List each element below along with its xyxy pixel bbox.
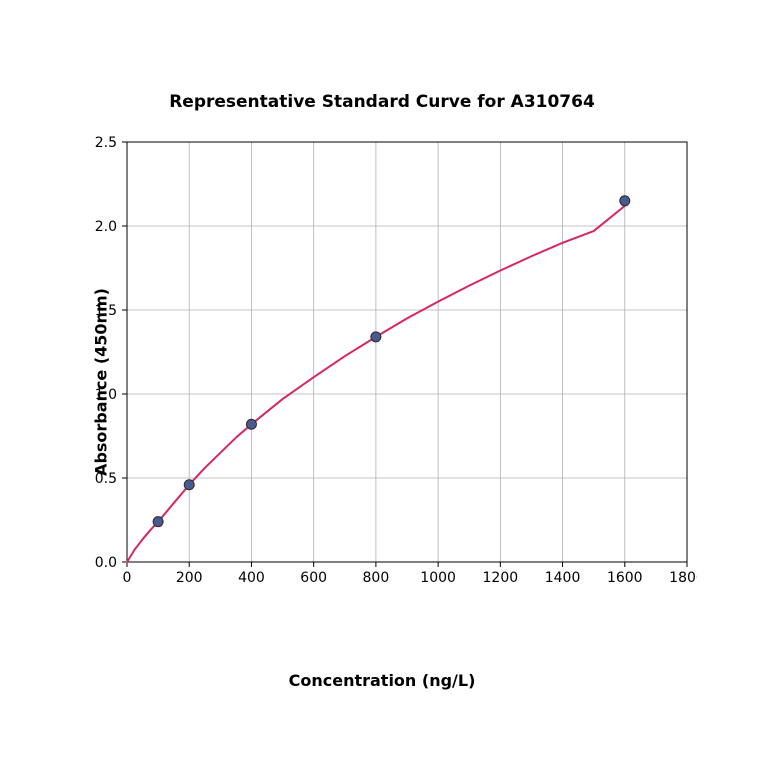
chart-title: Representative Standard Curve for A31076…	[77, 92, 687, 112]
data-point	[153, 517, 163, 527]
x-tick-label: 1800	[669, 570, 697, 586]
data-point	[184, 480, 194, 490]
data-point	[246, 419, 256, 429]
x-tick-label: 0	[123, 570, 132, 586]
data-point	[371, 332, 381, 342]
x-axis-label: Concentration (ng/L)	[77, 671, 687, 690]
x-tick-label: 1000	[420, 570, 456, 586]
chart-plot-area: 0200400600800100012001400160018000.00.51…	[77, 132, 697, 592]
x-tick-label: 1400	[545, 570, 581, 586]
x-tick-label: 200	[176, 570, 203, 586]
x-tick-label: 800	[363, 570, 390, 586]
x-tick-label: 600	[300, 570, 327, 586]
x-tick-label: 1600	[607, 570, 643, 586]
y-tick-label: 0.0	[95, 555, 117, 571]
y-tick-label: 2.0	[95, 219, 117, 235]
chart-container: Representative Standard Curve for A31076…	[77, 132, 687, 632]
data-point	[620, 196, 630, 206]
x-tick-label: 400	[238, 570, 265, 586]
y-tick-label: 2.5	[95, 135, 117, 151]
y-axis-label: Absorbance (450nm)	[91, 288, 110, 476]
x-tick-label: 1200	[483, 570, 519, 586]
